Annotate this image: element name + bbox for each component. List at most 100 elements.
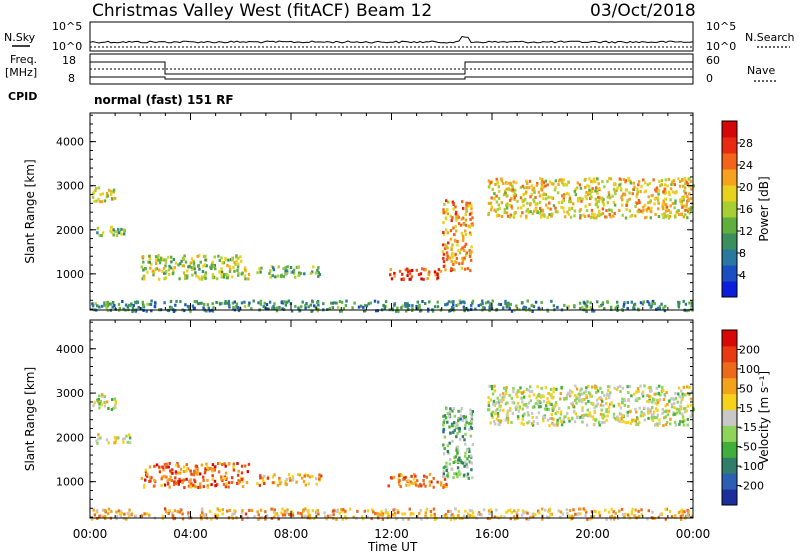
data-cell <box>442 452 446 456</box>
data-cell <box>429 510 433 513</box>
data-cell <box>564 415 567 419</box>
data-cell <box>222 261 226 265</box>
data-cell <box>503 211 506 214</box>
data-cell <box>531 188 534 192</box>
data-cell <box>615 189 618 192</box>
data-cell <box>207 306 210 310</box>
data-cell <box>595 199 598 203</box>
data-cell <box>456 451 459 455</box>
data-cell <box>460 231 464 235</box>
data-cell <box>506 417 510 421</box>
data-cell <box>233 300 236 304</box>
data-cell <box>686 183 690 186</box>
data-cell <box>594 180 597 184</box>
data-cell <box>575 401 578 405</box>
data-cell <box>120 232 123 236</box>
data-cell <box>464 218 468 222</box>
data-cell <box>404 268 407 272</box>
data-cell <box>212 265 215 269</box>
data-cell <box>96 398 99 402</box>
data-cell <box>467 512 470 516</box>
freq-unit-label: [MHz] <box>5 66 37 79</box>
data-cell <box>647 386 650 390</box>
data-cell <box>618 183 621 187</box>
data-cell <box>619 419 622 423</box>
data-cell <box>654 392 658 396</box>
data-cell <box>111 398 114 401</box>
data-cell <box>257 517 260 521</box>
data-region-1 <box>95 433 132 445</box>
data-cell <box>311 475 314 478</box>
data-cell <box>436 305 440 309</box>
data-cell <box>500 201 503 205</box>
data-cell <box>167 512 170 515</box>
data-cell <box>640 410 643 414</box>
data-cell <box>581 305 584 309</box>
data-cell <box>445 467 449 471</box>
data-cell <box>204 258 207 262</box>
data-cell <box>536 399 539 403</box>
data-cell <box>681 420 685 424</box>
data-cell <box>470 304 473 307</box>
data-cell <box>184 260 188 264</box>
data-cell <box>406 304 409 308</box>
data-cell <box>112 190 115 194</box>
data-cell <box>690 304 693 308</box>
data-cell <box>388 515 391 519</box>
data-cell <box>525 190 528 194</box>
data-cell <box>627 405 630 408</box>
data-cell <box>398 482 401 486</box>
data-cell <box>457 419 460 423</box>
data-cell <box>315 307 319 311</box>
data-cell <box>639 190 642 194</box>
data-cell <box>153 464 156 468</box>
data-cell <box>180 508 183 512</box>
data-cell <box>149 303 153 306</box>
data-cell <box>450 422 454 426</box>
data-cell <box>96 304 99 308</box>
data-cell <box>112 301 115 304</box>
data-cell <box>464 451 467 455</box>
data-cell <box>668 510 672 513</box>
data-cell <box>633 514 636 518</box>
data-cell <box>664 517 667 521</box>
data-cell <box>498 399 502 403</box>
data-cell <box>583 215 587 218</box>
data-cell <box>637 509 640 513</box>
data-cell <box>626 301 629 304</box>
data-cell <box>146 302 149 306</box>
data-cell <box>232 468 236 472</box>
data-cell <box>567 391 570 395</box>
data-cell <box>681 513 684 517</box>
data-cell <box>248 508 251 512</box>
data-cell <box>597 200 600 204</box>
data-cell <box>612 415 615 419</box>
data-cell <box>681 395 684 399</box>
data-cell <box>131 310 134 313</box>
data-cell <box>618 403 621 407</box>
data-cell <box>401 304 404 308</box>
data-cell <box>210 264 213 268</box>
data-cell <box>663 416 666 420</box>
data-cell <box>278 305 281 309</box>
data-cell <box>318 475 322 479</box>
data-cell <box>197 302 200 306</box>
data-cell <box>108 188 111 192</box>
data-cell <box>591 415 595 419</box>
data-cell <box>436 480 439 484</box>
data-cell <box>638 201 641 205</box>
data-cell <box>539 395 543 399</box>
data-cell <box>449 229 453 233</box>
data-cell <box>610 507 613 511</box>
data-cell <box>546 206 550 210</box>
data-cell <box>461 256 464 260</box>
data-cell <box>270 265 274 269</box>
data-cell <box>584 185 587 189</box>
data-cell <box>292 271 296 275</box>
data-cell <box>690 412 693 415</box>
data-cell <box>375 309 378 313</box>
data-cell <box>104 301 108 305</box>
data-cell <box>235 259 238 263</box>
data-cell <box>442 221 445 224</box>
